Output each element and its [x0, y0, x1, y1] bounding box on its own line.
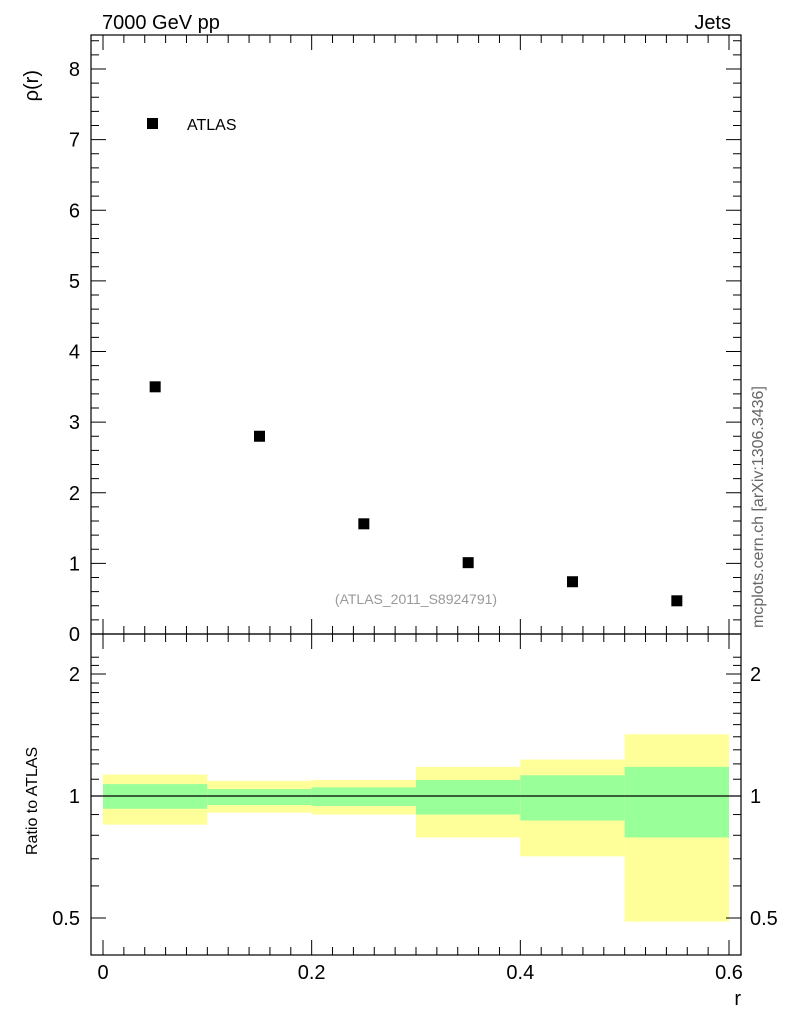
- main-y-tick-label: 6: [69, 200, 80, 222]
- ratio-y-tick-label-right: 0.5: [750, 908, 778, 930]
- inner-uncertainty-band: [416, 780, 521, 815]
- main-y-tick-label: 2: [69, 483, 80, 505]
- side-note: mcplots.cern.ch [arXiv:1306.3436]: [750, 386, 767, 628]
- main-panel: 0 1 2 3 4 5 6 7 8 ρ(r) ATLAS (ATLAS_2011_S892479…: [21, 34, 742, 646]
- data-point: [358, 518, 370, 530]
- ratio-y-tick-label: 0.5: [52, 908, 80, 930]
- ratio-y-tick-label: 1: [69, 786, 80, 808]
- data-point: [254, 430, 265, 442]
- ratio-panel-frame: [90, 633, 742, 956]
- inner-uncertainty-band: [207, 789, 312, 806]
- legend-label: ATLAS: [187, 117, 237, 134]
- analysis-annotation: (ATLAS_2011_S8924791): [335, 591, 497, 607]
- main-y-tick-label: 0: [69, 624, 80, 646]
- ratio-y-axis-label: Ratio to ATLAS: [24, 747, 41, 855]
- data-point: [671, 595, 683, 607]
- main-y-tick-label: 4: [69, 342, 80, 364]
- main-panel-ticks: 0 1 2 3 4 5 6 7 8: [69, 35, 741, 646]
- inner-uncertainty-band: [311, 787, 416, 806]
- main-y-tick-label: 1: [69, 553, 80, 575]
- main-y-tick-label: 5: [69, 271, 80, 293]
- data-point: [567, 576, 578, 588]
- x-axis-label: r: [734, 988, 741, 1010]
- header-left: 7000 GeV pp: [102, 12, 220, 34]
- ratio-panel: 0.5 0.5 1 1 2 2 0 0.2 0.4 0.6 Ratio to ATLAS r: [24, 633, 778, 1010]
- x-tick-label: 0.2: [298, 962, 326, 984]
- legend-marker: [147, 118, 158, 129]
- ratio-y-tick-label-right: 1: [750, 786, 761, 808]
- inner-uncertainty-band: [520, 775, 625, 821]
- ratio-panel-ticks: 0.5 0.5 1 1 2 2 0 0.2 0.4 0.6: [52, 634, 778, 984]
- data-point: [462, 557, 474, 569]
- main-y-axis-label: ρ(r): [21, 70, 43, 101]
- legend: ATLAS: [147, 117, 237, 134]
- x-tick-label: 0.6: [715, 962, 743, 984]
- inner-uncertainty-band: [624, 766, 729, 838]
- ratio-y-tick-label-right: 2: [750, 664, 761, 686]
- main-y-tick-label: 7: [69, 130, 80, 152]
- data-point: [149, 381, 161, 393]
- data-points: [149, 381, 683, 607]
- main-y-tick-label: 8: [69, 59, 80, 81]
- main-y-tick-label: 3: [69, 412, 80, 434]
- ratio-y-tick-label: 2: [69, 664, 80, 686]
- x-tick-label: 0: [97, 962, 108, 984]
- header-right: Jets: [694, 12, 731, 34]
- ratio-bands: [103, 734, 729, 922]
- x-tick-label: 0.4: [506, 962, 534, 984]
